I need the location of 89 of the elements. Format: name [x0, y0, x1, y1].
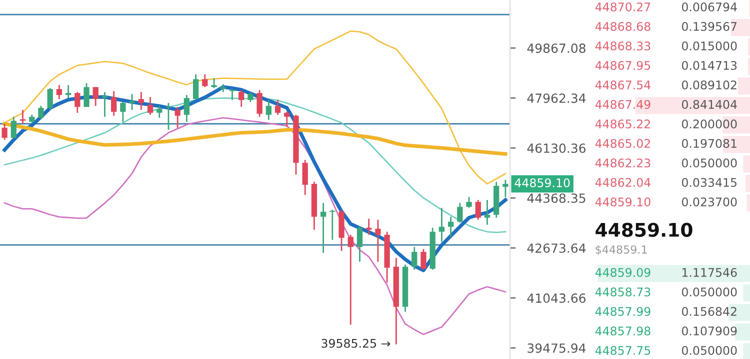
candlestick [274, 99, 281, 116]
y-tick-label: 44857.99 [595, 306, 650, 316]
y-tick-label: 42673.64 [527, 243, 586, 253]
candlestick [229, 88, 236, 101]
candlestick [156, 105, 162, 118]
candlestick [84, 82, 90, 108]
candlestick [356, 226, 363, 262]
candlestick [330, 209, 336, 241]
y-tick-label: 44865.02 [595, 138, 650, 148]
candlestick [412, 246, 418, 270]
y-tick-label: 44857.75 [595, 346, 650, 355]
candlestick [302, 159, 308, 196]
candlestick [202, 74, 208, 88]
y-tick-label: 46130.36 [527, 143, 586, 153]
candlestick [256, 89, 262, 118]
candlestick [238, 89, 244, 108]
candlestick [147, 96, 154, 116]
candlestick [457, 202, 463, 224]
candlestick [375, 219, 381, 262]
annotation: $44859.1 [596, 245, 647, 256]
candlestick [475, 199, 481, 220]
y-tick-label: 44859.10 [595, 197, 650, 206]
candlestick [20, 109, 26, 124]
candlestick [348, 234, 354, 326]
y-tick-label: 44865.22 [595, 119, 650, 128]
text: 44859.10 [514, 178, 570, 188]
data-label: 0.050000 [682, 158, 737, 168]
data-label: 1.117546 [682, 268, 737, 277]
data-label: 0.006794 [682, 2, 737, 12]
y-tick-label: 47962.34 [527, 93, 586, 103]
candlestick [420, 248, 426, 270]
candlestick [284, 111, 290, 128]
y-tick-label: 44858.73 [595, 287, 650, 296]
y-tick-label: 41043.66 [527, 293, 586, 303]
candlestick [111, 90, 117, 116]
data-label: 0.107909 [682, 326, 737, 336]
candlestick [484, 199, 490, 226]
line-series [2, 122, 508, 156]
candlestick [184, 94, 190, 122]
candlestick [74, 91, 80, 114]
y-tick-label: 44862.04 [595, 178, 650, 187]
candlestick [438, 207, 445, 243]
y-tick-label: 49867.08 [527, 44, 586, 53]
data-label: 0.023700 [682, 197, 737, 206]
candlestick [2, 123, 8, 141]
data-label: 0.050000 [682, 287, 737, 296]
data-label: 0.200000 [682, 119, 737, 128]
candlestick [92, 86, 98, 107]
candlestick [248, 91, 254, 103]
candlestick [211, 78, 217, 89]
candlestick [448, 216, 454, 238]
y-tick-label: 44868.33 [595, 41, 650, 50]
y-tick-label: 44867.49 [595, 100, 650, 109]
data-label: 0.197081 [682, 138, 736, 148]
data-label: 0.089102 [682, 80, 736, 90]
data-label: 0.139567 [682, 22, 737, 31]
candlestick [47, 87, 53, 111]
y-tick-label: 44862.23 [595, 158, 650, 168]
candlestick [129, 93, 135, 111]
data-label: 0.050000 [682, 346, 737, 355]
data-label: 0.014713 [682, 60, 737, 70]
candlestick [174, 106, 180, 128]
candlestick [166, 102, 172, 130]
y-tick-label: 44859.09 [595, 268, 650, 277]
y-tick-label: 39475.94 [528, 343, 586, 353]
y-tick-label: 44857.98 [595, 326, 650, 336]
y-tick-label: 44868.68 [595, 22, 650, 31]
candlestick [502, 179, 508, 198]
candlestick [56, 84, 62, 100]
candlestick [266, 99, 272, 120]
candlestick [466, 196, 472, 209]
candlestick [320, 202, 326, 254]
candlestick [38, 105, 44, 120]
data-label: 0.033415 [682, 178, 736, 187]
candlestick [138, 91, 144, 111]
candlestick [65, 84, 72, 99]
candlestick [192, 74, 199, 100]
line-series [4, 30, 506, 185]
data-label: 0.015000 [682, 41, 737, 50]
annotation: 39585.25 → [322, 338, 390, 348]
data-label: 0.841404 [682, 100, 737, 109]
y-tick-label: 44867.54 [595, 80, 650, 90]
y-tick-label: 44870.27 [595, 2, 650, 12]
candlestick [10, 116, 16, 139]
data-label: 0.156842 [682, 306, 736, 316]
line-series [4, 117, 506, 336]
y-tick-label: 44368.35 [527, 193, 586, 203]
y-tick-label: 44867.95 [595, 60, 650, 70]
candlestick [120, 101, 126, 122]
